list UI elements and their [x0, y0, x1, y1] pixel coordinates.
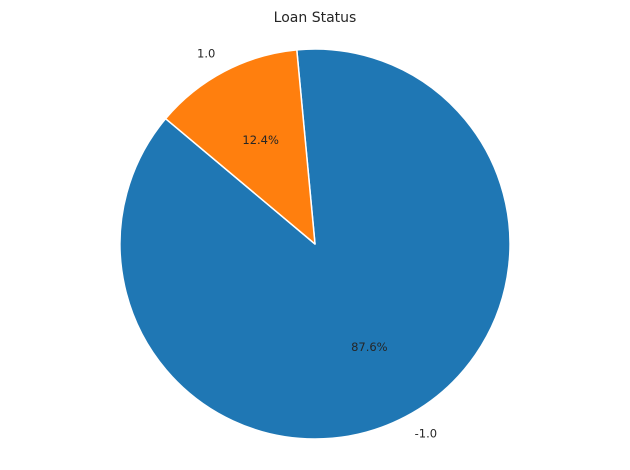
slice-category-label: 1.0 — [197, 47, 215, 61]
pie-slice-plus-1 — [164, 49, 316, 245]
pie-slices — [119, 48, 511, 440]
slice-percent-label: 87.6% — [351, 340, 388, 354]
pie-labels: -1.0 87.6% 1.0 12.4% — [197, 47, 437, 441]
chart-title: Loan Status — [274, 10, 357, 26]
slice-category-label: -1.0 — [415, 426, 437, 440]
slice-percent-label: 12.4% — [242, 133, 279, 147]
